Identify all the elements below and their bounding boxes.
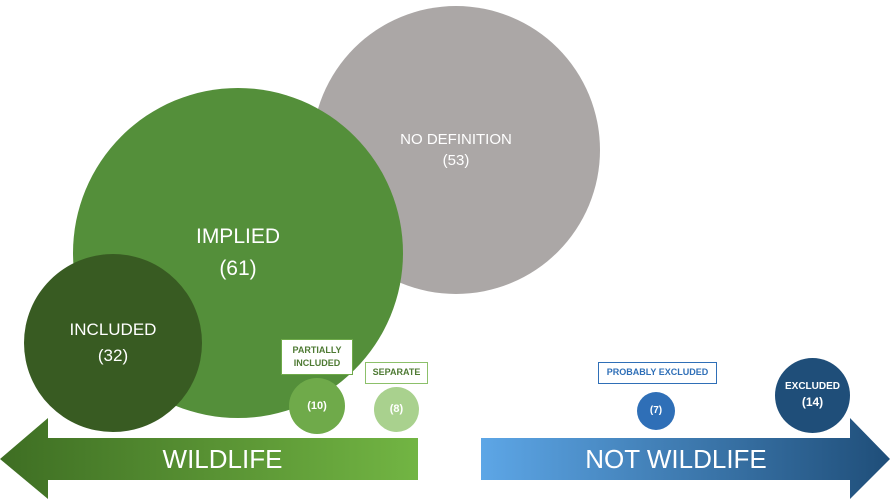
partially-included-count: (10): [307, 399, 327, 412]
probably-excluded-label: PROBABLY EXCLUDED: [606, 367, 709, 378]
partially-included-label-line2: INCLUDED: [293, 358, 341, 368]
not-wildlife-arrow: [481, 418, 890, 499]
probably-excluded-count: (7): [649, 405, 663, 417]
separate-label: SEPARATE: [372, 367, 421, 378]
included-circle: INCLUDED (32): [24, 254, 202, 432]
partially-included-label-line1: PARTIALLY: [292, 344, 342, 355]
probably-excluded-tag: PROBABLY EXCLUDED: [598, 362, 717, 384]
implied-label: IMPLIED: [195, 224, 281, 248]
implied-count: (61): [219, 257, 257, 280]
probably-excluded-circle: (7): [637, 392, 675, 430]
included-label: INCLUDED: [69, 320, 157, 340]
partially-included-tag: PARTIALLY INCLUDED: [281, 339, 353, 375]
partially-included-circle: (10): [289, 378, 345, 434]
wildlife-arrow-label: WILDLIFE: [162, 444, 283, 474]
separate-tag: SEPARATE: [365, 362, 428, 384]
separate-circle: (8): [374, 387, 419, 432]
wildlife-arrow: [0, 418, 418, 499]
not-wildlife-arrow-label: NOT WILDLIFE: [585, 444, 767, 474]
separate-count: (8): [389, 403, 404, 416]
no-definition-count: (53): [442, 152, 470, 169]
no-definition-label: NO DEFINITION: [400, 130, 512, 148]
excluded-circle: EXCLUDED (14): [775, 358, 850, 433]
excluded-label: EXCLUDED: [784, 381, 840, 393]
excluded-count: (14): [801, 394, 824, 409]
included-count: (32): [97, 346, 129, 365]
